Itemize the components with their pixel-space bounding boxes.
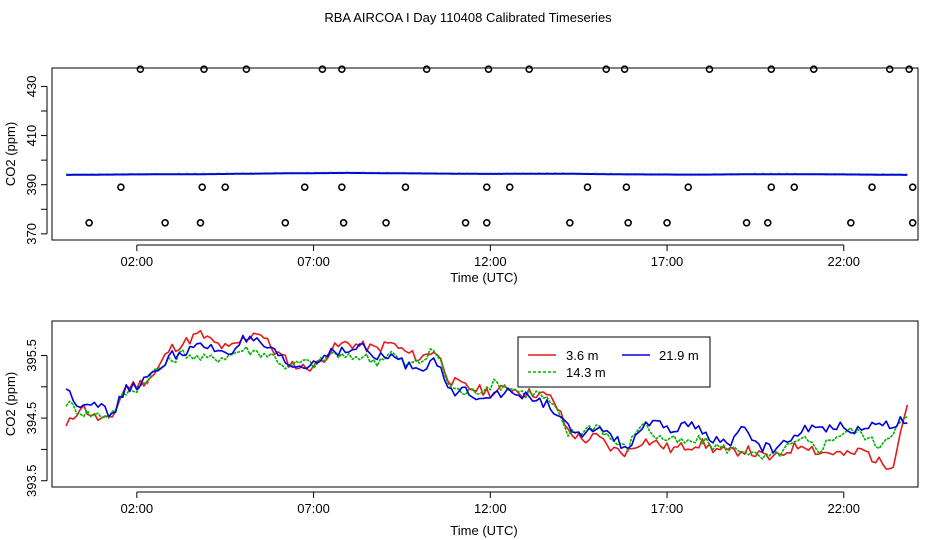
top-y-tick-label: 410 — [24, 125, 39, 147]
top-data-marker — [339, 219, 348, 227]
top-data-marker — [885, 65, 894, 74]
legend-label-14-3m: 14.3 m — [566, 365, 606, 380]
bottom-x-axis-label: Time (UTC) — [450, 523, 517, 538]
series-line-21-9-m — [65, 334, 908, 454]
top-x-tick-label: 17:00 — [651, 254, 684, 269]
top-data-marker — [809, 65, 818, 74]
top-data-marker — [905, 65, 913, 74]
top-data-marker — [790, 183, 799, 191]
top-x-axis: 02:00 07:00 12:00 17:00 22:00 — [121, 244, 860, 269]
top-x-tick-label: 12:00 — [474, 254, 507, 269]
top-data-marker — [85, 219, 93, 227]
top-data-marker — [742, 219, 751, 227]
top-panel: 02:00 07:00 12:00 17:00 22:00 370 390 410 430 T… — [3, 65, 919, 285]
bottom-x-tick-label: 02:00 — [121, 501, 154, 516]
top-data-marker — [767, 65, 776, 74]
bottom-y-axis: 393.5 394.5 395.5 — [24, 339, 48, 497]
top-data-marker — [117, 183, 125, 191]
bottom-y-axis-label: CO2 (ppm) — [3, 372, 18, 436]
bottom-x-tick-label: 17:00 — [651, 501, 684, 516]
top-data-marker — [908, 183, 917, 191]
top-data-marker — [663, 219, 671, 227]
top-data-marker — [422, 65, 431, 74]
top-data-marker — [242, 65, 251, 74]
top-data-marker — [198, 183, 207, 191]
top-data-marker — [196, 219, 205, 227]
bottom-y-tick-label: 395.5 — [24, 339, 39, 372]
legend-label-21-9m: 21.9 m — [659, 348, 699, 363]
top-data-marker — [525, 65, 533, 74]
top-data-marker — [583, 183, 592, 191]
top-data-marker — [401, 183, 410, 191]
top-data-marker — [300, 183, 309, 191]
top-data-marker — [484, 65, 493, 74]
top-data-marker — [620, 65, 629, 74]
top-plot-marks — [66, 65, 917, 227]
legend: 3.6 m 21.9 m 14.3 m — [517, 336, 711, 388]
series-line-3-6-m — [65, 329, 909, 470]
top-data-marker — [602, 65, 611, 74]
top-x-tick-label: 22:00 — [827, 254, 860, 269]
legend-box — [517, 336, 711, 388]
top-data-marker — [382, 219, 390, 227]
top-data-marker — [161, 219, 169, 227]
bottom-x-tick-label: 12:00 — [474, 501, 507, 516]
top-data-marker — [847, 219, 855, 227]
top-data-marker — [868, 183, 876, 191]
top-y-axis-label: CO2 (ppm) — [3, 122, 18, 186]
top-y-tick-label: 430 — [24, 76, 39, 98]
top-data-marker — [221, 183, 229, 191]
top-x-tick-label: 02:00 — [121, 254, 154, 269]
top-plot-frame — [51, 67, 919, 241]
top-data-marker — [908, 219, 917, 227]
top-data-marker — [461, 219, 470, 227]
top-data-marker — [318, 65, 327, 74]
top-data-marker — [338, 65, 346, 74]
top-data-marker — [624, 219, 632, 227]
bottom-plot-lines — [65, 329, 909, 470]
top-data-marker — [281, 219, 290, 227]
bottom-y-tick-label: 393.5 — [24, 464, 39, 497]
top-data-marker — [767, 183, 776, 191]
bottom-x-axis: 02:00 07:00 12:00 17:00 22:00 — [121, 491, 860, 516]
series-line-14-3-m — [65, 345, 908, 460]
top-y-axis: 370 390 410 430 — [24, 76, 48, 245]
top-data-marker — [505, 183, 514, 191]
bottom-x-tick-label: 07:00 — [297, 501, 330, 516]
top-data-marker — [684, 183, 693, 191]
top-data-marker — [705, 65, 714, 74]
top-data-marker — [200, 65, 208, 74]
figure-title: RBA AIRCOA I Day 110408 Calibrated Times… — [324, 10, 612, 25]
top-data-marker — [482, 183, 491, 191]
legend-label-3-6m: 3.6 m — [566, 348, 599, 363]
bottom-x-tick-label: 22:00 — [827, 501, 860, 516]
top-y-tick-label: 370 — [24, 223, 39, 245]
bottom-panel: 02:00 07:00 12:00 17:00 22:00 393.5 394.5 395.… — [3, 320, 919, 538]
bottom-y-tick-label: 394.5 — [24, 402, 39, 435]
bottom-plot-frame — [51, 320, 919, 488]
top-data-marker — [622, 183, 631, 191]
top-flat-trace — [66, 171, 908, 176]
top-data-marker — [482, 219, 491, 227]
top-data-marker — [566, 219, 574, 227]
top-data-marker — [338, 183, 346, 191]
top-data-marker — [763, 219, 772, 227]
top-data-marker — [136, 65, 145, 74]
top-x-tick-label: 07:00 — [297, 254, 330, 269]
top-x-axis-label: Time (UTC) — [450, 270, 517, 285]
top-y-tick-label: 390 — [24, 174, 39, 196]
